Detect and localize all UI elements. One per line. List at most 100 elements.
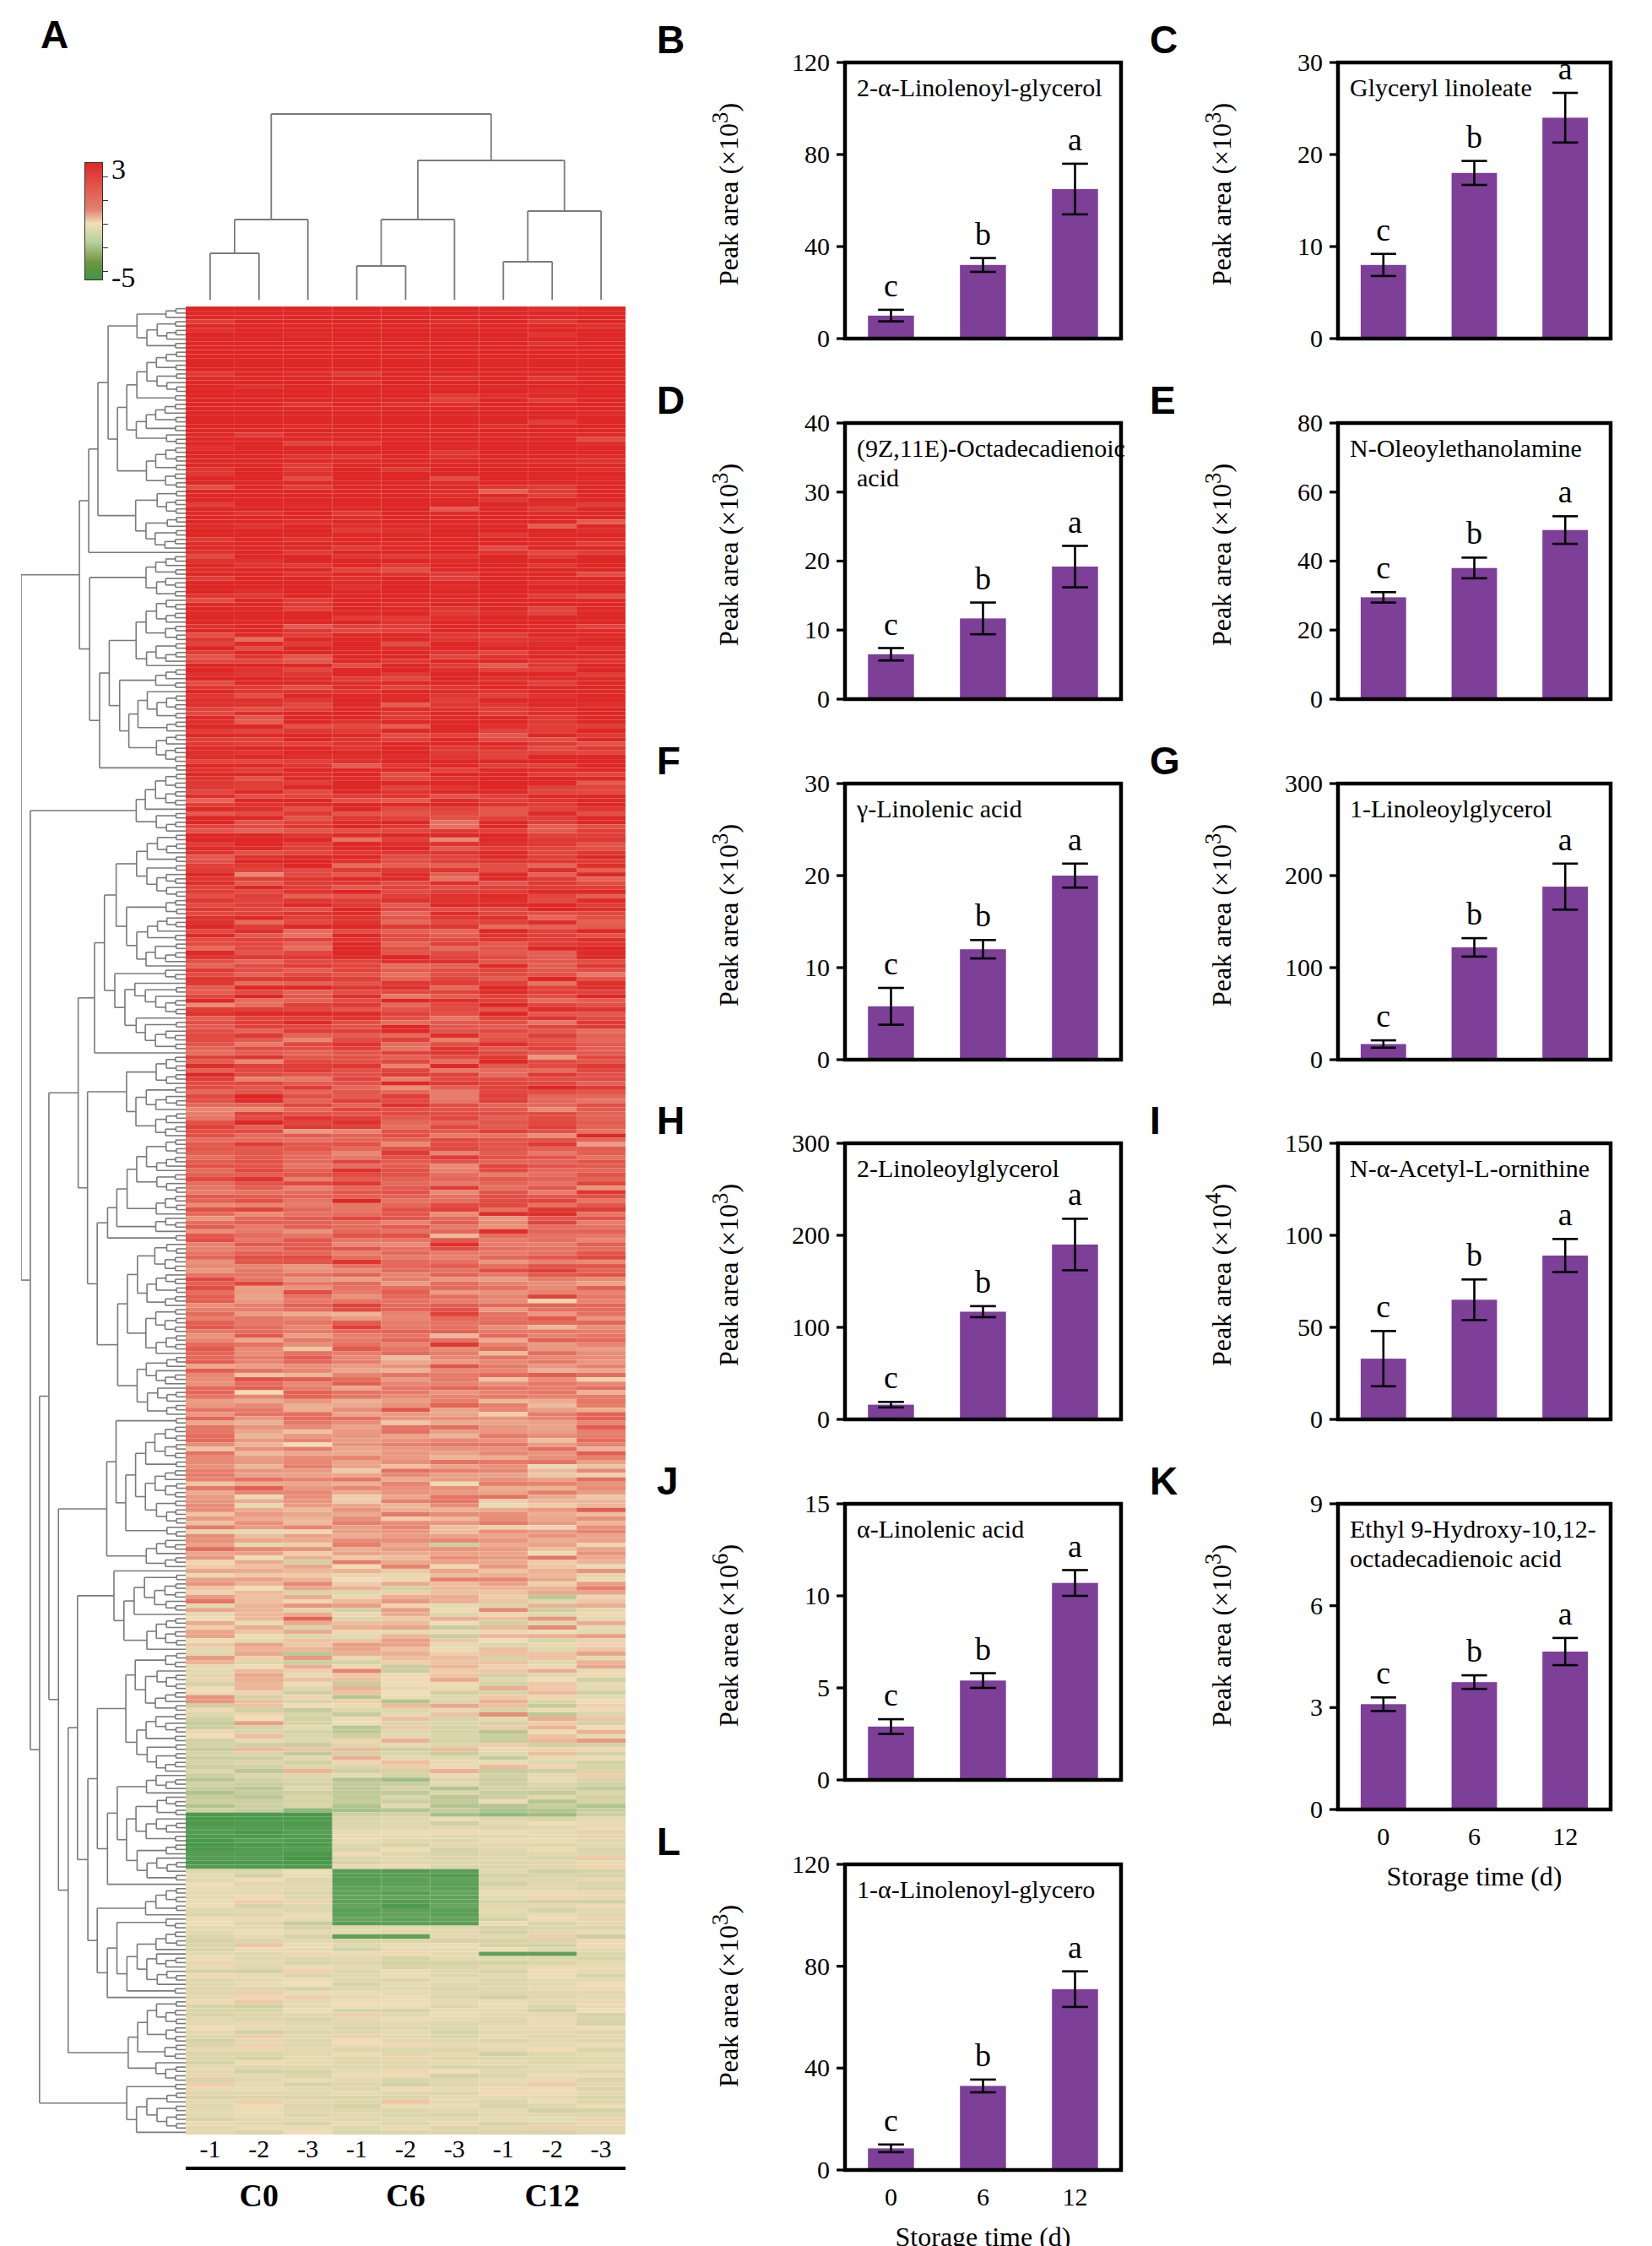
svg-text:b: b — [975, 898, 991, 933]
svg-text:1-Linoleoylglycerol: 1-Linoleoylglycerol — [1350, 795, 1552, 822]
svg-text:40: 40 — [1297, 546, 1323, 574]
svg-text:10: 10 — [804, 952, 830, 980]
svg-text:3: 3 — [1310, 1693, 1323, 1721]
svg-text:N-Oleoylethanolamine: N-Oleoylethanolamine — [1350, 434, 1582, 462]
svg-text:b: b — [1466, 1633, 1482, 1668]
svg-text:Storage time (d): Storage time (d) — [896, 2222, 1071, 2246]
svg-text:b: b — [1466, 515, 1482, 551]
svg-text:c: c — [1376, 1655, 1390, 1690]
svg-text:60: 60 — [1297, 477, 1323, 505]
svg-text:a: a — [1068, 503, 1082, 539]
svg-text:0: 0 — [817, 1405, 830, 1432]
svg-text:b: b — [1466, 119, 1482, 155]
svg-text:0: 0 — [817, 1044, 830, 1071]
svg-text:c: c — [884, 1677, 898, 1712]
svg-text:c: c — [1376, 998, 1390, 1033]
svg-text:5: 5 — [817, 1674, 830, 1701]
svg-text:20: 20 — [804, 860, 830, 888]
svg-text:Storage time (d): Storage time (d) — [1387, 1861, 1563, 1891]
svg-text:b: b — [975, 1264, 991, 1299]
svg-text:c: c — [884, 605, 898, 641]
svg-text:6: 6 — [1468, 1822, 1481, 1850]
svg-text:120: 120 — [792, 1856, 830, 1878]
svg-text:30: 30 — [1297, 54, 1323, 76]
svg-text:c: c — [884, 268, 898, 303]
svg-text:100: 100 — [1285, 952, 1323, 980]
svg-text:Glyceryl linoleate: Glyceryl linoleate — [1350, 73, 1532, 101]
svg-text:30: 30 — [804, 775, 830, 797]
svg-text:N-α-Acetyl-L-ornithine: N-α-Acetyl-L-ornithine — [1350, 1154, 1590, 1182]
svg-text:c: c — [1376, 550, 1390, 585]
svg-text:10: 10 — [1297, 232, 1323, 260]
svg-text:0: 0 — [1310, 1044, 1323, 1071]
svg-text:b: b — [975, 2037, 991, 2073]
svg-text:200: 200 — [792, 1221, 830, 1249]
svg-text:0: 0 — [817, 2156, 830, 2184]
svg-text:c: c — [884, 946, 898, 981]
svg-text:a: a — [1068, 1528, 1082, 1564]
svg-text:a: a — [1558, 54, 1573, 86]
svg-text:100: 100 — [1285, 1221, 1323, 1249]
svg-text:10: 10 — [804, 616, 830, 643]
svg-text:b: b — [1466, 1238, 1482, 1273]
svg-text:b: b — [1466, 896, 1482, 931]
svg-text:20: 20 — [1297, 140, 1323, 168]
svg-text:0: 0 — [885, 2183, 897, 2211]
svg-text:80: 80 — [1297, 415, 1323, 437]
svg-text:a: a — [1068, 821, 1082, 856]
svg-text:6: 6 — [1310, 1592, 1323, 1619]
svg-text:0: 0 — [1310, 324, 1323, 351]
svg-text:120: 120 — [792, 54, 830, 76]
svg-text:0: 0 — [1310, 685, 1323, 712]
svg-text:20: 20 — [1297, 616, 1323, 643]
svg-text:a: a — [1558, 1596, 1573, 1631]
svg-text:Ethyl 9-Hydroxy-10,12-: Ethyl 9-Hydroxy-10,12- — [1350, 1515, 1596, 1543]
svg-text:150: 150 — [1285, 1135, 1323, 1157]
svg-text:c: c — [884, 2102, 898, 2138]
svg-text:b: b — [975, 216, 991, 252]
svg-text:200: 200 — [1285, 860, 1323, 888]
svg-text:20: 20 — [804, 546, 830, 574]
svg-text:γ-Linolenic acid: γ-Linolenic acid — [856, 795, 1022, 822]
svg-text:a: a — [1068, 1929, 1082, 1965]
svg-text:0: 0 — [817, 685, 830, 712]
svg-text:0: 0 — [817, 1766, 830, 1793]
svg-text:300: 300 — [1285, 775, 1323, 797]
svg-text:a: a — [1558, 1197, 1573, 1233]
svg-text:100: 100 — [792, 1313, 830, 1341]
svg-text:0: 0 — [817, 324, 830, 351]
svg-text:c: c — [884, 1360, 898, 1396]
svg-text:0: 0 — [1377, 1822, 1389, 1850]
svg-text:40: 40 — [804, 415, 830, 437]
svg-text:6: 6 — [977, 2183, 989, 2211]
svg-text:40: 40 — [804, 2053, 830, 2081]
svg-text:octadecadienoic acid: octadecadienoic acid — [1350, 1544, 1562, 1572]
svg-text:9: 9 — [1310, 1495, 1323, 1517]
svg-text:0: 0 — [1310, 1405, 1323, 1432]
svg-text:a: a — [1068, 1177, 1082, 1213]
svg-text:c: c — [1376, 1289, 1390, 1325]
svg-text:12: 12 — [1552, 1822, 1578, 1850]
svg-text:b: b — [975, 560, 991, 595]
svg-text:acid: acid — [857, 463, 899, 491]
svg-text:α-Linolenic acid: α-Linolenic acid — [857, 1515, 1024, 1543]
svg-text:(9Z,11E)-Octadecadienoic: (9Z,11E)-Octadecadienoic — [857, 434, 1125, 463]
svg-text:0: 0 — [1310, 1795, 1323, 1823]
svg-text:c: c — [1376, 212, 1390, 247]
svg-text:300: 300 — [792, 1135, 830, 1157]
svg-text:80: 80 — [804, 1952, 830, 1980]
svg-text:2-α-Linolenoyl-glycerol: 2-α-Linolenoyl-glycerol — [857, 73, 1102, 101]
svg-text:10: 10 — [804, 1581, 830, 1609]
svg-text:a: a — [1068, 122, 1082, 157]
svg-text:a: a — [1558, 821, 1573, 856]
svg-text:30: 30 — [804, 477, 830, 505]
svg-text:80: 80 — [804, 140, 830, 168]
svg-text:2-Linoleoylglycerol: 2-Linoleoylglycerol — [857, 1154, 1059, 1182]
svg-text:1-α-Linolenoyl-glycero: 1-α-Linolenoyl-glycero — [857, 1875, 1095, 1903]
svg-text:b: b — [975, 1631, 991, 1667]
svg-text:15: 15 — [804, 1495, 830, 1517]
svg-text:12: 12 — [1063, 2183, 1088, 2211]
svg-text:40: 40 — [804, 232, 830, 260]
svg-text:50: 50 — [1297, 1313, 1323, 1341]
svg-text:a: a — [1558, 474, 1573, 509]
